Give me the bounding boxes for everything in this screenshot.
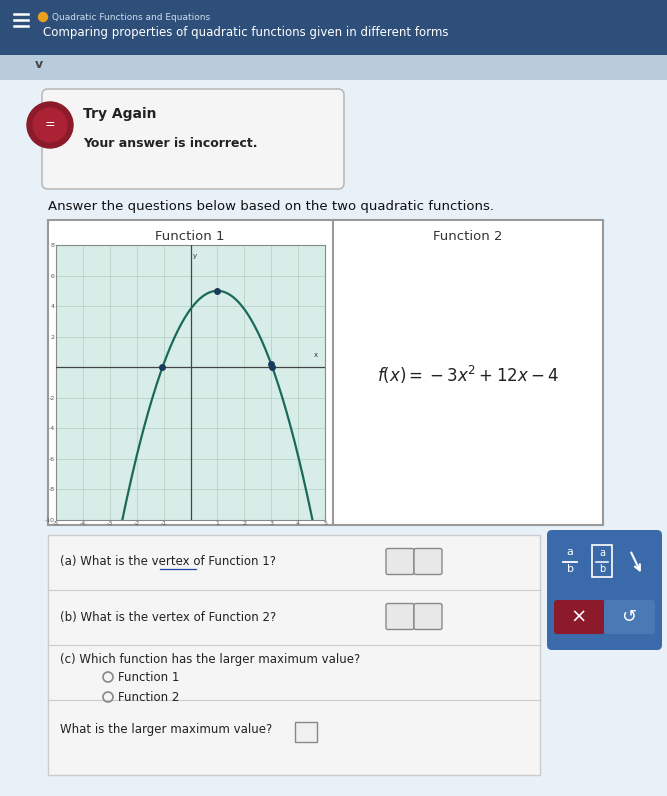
FancyBboxPatch shape bbox=[554, 600, 605, 634]
Text: b: b bbox=[599, 564, 605, 574]
Circle shape bbox=[27, 102, 73, 148]
Text: Try Again: Try Again bbox=[83, 107, 157, 121]
Circle shape bbox=[39, 13, 47, 21]
Text: Answer the questions below based on the two quadratic functions.: Answer the questions below based on the … bbox=[48, 200, 494, 213]
Text: a: a bbox=[566, 547, 574, 557]
Text: Your answer is incorrect.: Your answer is incorrect. bbox=[83, 137, 257, 150]
FancyBboxPatch shape bbox=[386, 603, 414, 630]
FancyBboxPatch shape bbox=[295, 722, 317, 742]
FancyBboxPatch shape bbox=[386, 548, 414, 575]
FancyBboxPatch shape bbox=[48, 535, 540, 775]
FancyBboxPatch shape bbox=[0, 80, 667, 796]
Text: Quadratic Functions and Equations: Quadratic Functions and Equations bbox=[52, 13, 210, 22]
FancyBboxPatch shape bbox=[0, 0, 667, 55]
Text: Function 2: Function 2 bbox=[118, 691, 179, 704]
Text: (b) What is the vertex of Function 2?: (b) What is the vertex of Function 2? bbox=[60, 611, 276, 623]
Text: What is the larger maximum value?: What is the larger maximum value? bbox=[60, 723, 272, 736]
Text: (a) What is the vertex of Function 1?: (a) What is the vertex of Function 1? bbox=[60, 556, 276, 568]
FancyBboxPatch shape bbox=[48, 220, 603, 525]
Text: y: y bbox=[193, 252, 197, 259]
Text: (c) Which function has the larger maximum value?: (c) Which function has the larger maximu… bbox=[60, 653, 360, 666]
FancyBboxPatch shape bbox=[414, 603, 442, 630]
FancyBboxPatch shape bbox=[547, 530, 662, 650]
Text: b: b bbox=[566, 564, 574, 574]
Text: Function 2: Function 2 bbox=[434, 230, 503, 243]
Circle shape bbox=[33, 108, 67, 142]
Text: =: = bbox=[45, 119, 55, 131]
Text: v: v bbox=[35, 58, 43, 71]
Text: ×: × bbox=[571, 607, 587, 626]
Text: Function 1: Function 1 bbox=[118, 671, 179, 684]
Text: ↺: ↺ bbox=[622, 608, 636, 626]
FancyBboxPatch shape bbox=[604, 600, 655, 634]
Text: Comparing properties of quadratic functions given in different forms: Comparing properties of quadratic functi… bbox=[43, 26, 448, 39]
FancyBboxPatch shape bbox=[0, 55, 667, 80]
Text: $f(x)=-3x^{2}+12x-4$: $f(x)=-3x^{2}+12x-4$ bbox=[377, 364, 559, 386]
Text: a: a bbox=[599, 548, 605, 558]
Text: x: x bbox=[314, 352, 318, 358]
Text: Function 1: Function 1 bbox=[155, 230, 225, 243]
FancyBboxPatch shape bbox=[414, 548, 442, 575]
FancyBboxPatch shape bbox=[42, 89, 344, 189]
